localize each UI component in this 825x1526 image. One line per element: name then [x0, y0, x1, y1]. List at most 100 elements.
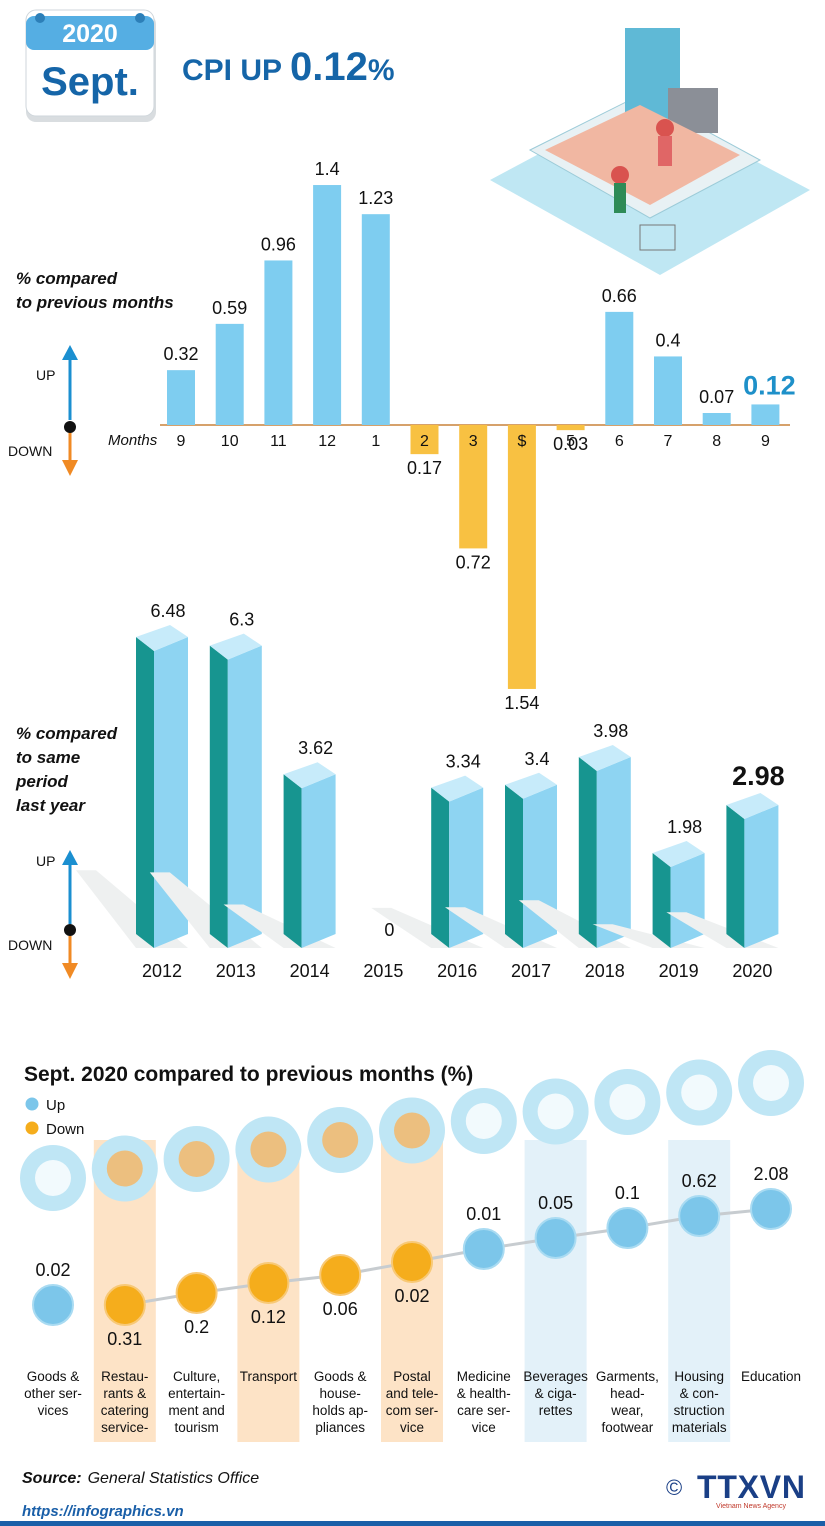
category-icon-inner — [681, 1074, 718, 1111]
x-tick-label: 7 — [664, 433, 673, 450]
value-label: 0.02 — [394, 1286, 429, 1306]
bar-front — [596, 756, 631, 948]
value-label: 0.03 — [553, 434, 588, 454]
x-tick-label: Medicine & health-care ser-vice — [457, 1369, 511, 1435]
category-icon-inner — [537, 1093, 574, 1130]
x-tick-label: 5 — [566, 433, 575, 450]
x-tick-label: 2014 — [290, 961, 330, 981]
chart-label: % compared to previous months — [16, 269, 174, 312]
down-label: DOWN — [8, 937, 52, 953]
bar — [654, 356, 682, 425]
value-label: 2.98 — [732, 761, 785, 791]
category-icon-inner — [322, 1122, 359, 1158]
up-arrowhead — [62, 345, 78, 360]
bar-side — [726, 804, 745, 948]
dot — [319, 1254, 362, 1296]
bar-side — [578, 756, 597, 948]
bar-top — [136, 624, 188, 651]
up-label: UP — [36, 853, 55, 869]
zero-dot — [64, 924, 76, 936]
value-label: 0.17 — [407, 458, 442, 478]
chart-title: Sept. 2020 compared to previous months (… — [24, 1063, 473, 1086]
x-tick-label: Goods & house-holds ap-pliances — [312, 1369, 368, 1435]
bar-front — [154, 636, 188, 948]
column-highlight — [668, 1140, 731, 1442]
x-tick-label: Housing & con-struction materials — [672, 1369, 727, 1435]
x-tick-label: 2019 — [659, 961, 699, 981]
year: 2020 — [62, 20, 118, 48]
agency-logo: TTXVN — [697, 1469, 805, 1505]
value-label: 0.12 — [251, 1307, 286, 1327]
url: https://infographics.vn — [22, 1503, 184, 1520]
x-tick-label: 10 — [221, 433, 239, 450]
value-label: 0.07 — [699, 387, 734, 407]
x-tick-label: 2018 — [585, 961, 625, 981]
value-label: 0.02 — [35, 1260, 70, 1280]
dot — [103, 1284, 146, 1326]
x-tick-label: Culture, entertain-ment and tourism — [168, 1369, 225, 1435]
x-tick-label: $ — [517, 433, 526, 450]
x-tick-label: 2017 — [511, 961, 551, 981]
bar-side — [505, 784, 523, 948]
zero-dot — [64, 421, 76, 433]
bar — [313, 185, 342, 425]
bar — [215, 323, 244, 425]
value-label: 0.4 — [655, 330, 680, 350]
x-tick-label: 2015 — [363, 961, 403, 981]
category-icon-inner — [106, 1150, 143, 1187]
dot — [606, 1207, 649, 1249]
x-tick-label: Transport — [240, 1369, 298, 1384]
illustration — [490, 28, 810, 275]
category-icon-inner — [465, 1103, 502, 1139]
bar — [702, 413, 731, 425]
value-label: 0.12 — [743, 370, 796, 400]
dot — [32, 1284, 74, 1326]
bar-top — [505, 772, 557, 799]
value-label: 0.96 — [261, 234, 296, 254]
calendar-ring — [35, 13, 45, 23]
x-tick-label: 2016 — [437, 961, 477, 981]
x-tick-label: Garments, head-wear, footwear — [596, 1369, 659, 1435]
column-highlight — [381, 1140, 443, 1442]
category-icon-inner — [178, 1141, 215, 1177]
headline-value: 0.12 — [290, 45, 368, 89]
bar-side — [209, 645, 228, 948]
bar-side — [431, 787, 450, 948]
value-label: 6.3 — [229, 610, 254, 630]
x-tick-label: 1 — [371, 433, 380, 450]
bar — [605, 311, 634, 425]
x-tick-label: 2 — [420, 433, 429, 450]
bar-side — [283, 774, 302, 948]
up-label: UP — [36, 367, 55, 383]
bar — [410, 425, 439, 455]
value-label: 0.31 — [107, 1329, 142, 1349]
x-tick-label: Goods & other ser-vices — [24, 1369, 82, 1418]
x-tick-label: 8 — [712, 433, 721, 450]
value-label: 0.72 — [456, 552, 491, 572]
calendar-band — [26, 16, 154, 50]
legend-label: Up — [46, 1097, 65, 1114]
x-tick-label: 2020 — [732, 961, 772, 981]
x-tick-label: 3 — [469, 433, 478, 450]
category-icon-inner — [753, 1065, 789, 1101]
legend-marker — [24, 1120, 40, 1136]
value-label: 1.98 — [667, 817, 702, 837]
bar — [264, 260, 293, 425]
value-label: 3.34 — [446, 752, 481, 772]
x-tick-label: 9 — [177, 433, 186, 450]
column-highlight — [524, 1140, 587, 1442]
value-label: 3.62 — [298, 738, 333, 758]
bar-top — [209, 633, 262, 660]
bar-top — [431, 775, 484, 802]
up-arrowhead — [62, 850, 78, 865]
x-tick-label: Education — [741, 1369, 801, 1384]
chart-label: % compared to same period last year — [15, 724, 118, 815]
x-tick-label: 11 — [270, 433, 287, 450]
bar — [459, 425, 488, 549]
dot — [391, 1241, 433, 1283]
x-tick-label: Beverages & ciga-rettes — [523, 1369, 588, 1418]
value-label: 0.62 — [682, 1171, 717, 1191]
headline: CPI UP 0.12% — [182, 45, 395, 89]
category-icon-inner — [609, 1084, 646, 1120]
